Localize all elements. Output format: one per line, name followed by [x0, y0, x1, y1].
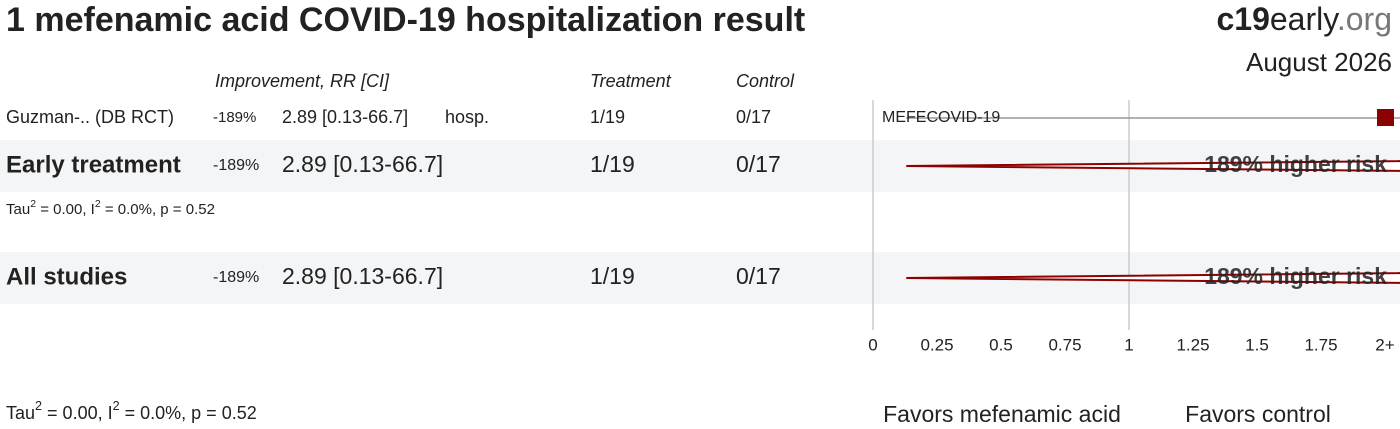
x-tick-label: 0: [868, 335, 877, 354]
column-header: Treatment: [590, 71, 672, 91]
improvement: -189%: [213, 157, 259, 174]
brand: c19early.org: [1216, 1, 1392, 37]
x-tick-label: 0.25: [920, 335, 953, 354]
brand-part: c19: [1216, 1, 1269, 37]
treatment: 1/19: [590, 107, 625, 127]
stats-part: 2: [95, 198, 101, 210]
x-tick-label: 0.75: [1048, 335, 1081, 354]
column-header: Control: [736, 71, 795, 91]
brand-part: early: [1270, 1, 1339, 37]
x-tick-label: 1.25: [1176, 335, 1209, 354]
improvement: -189%: [213, 269, 259, 286]
plot-area: [906, 117, 1400, 284]
improvement: -189%: [213, 109, 256, 126]
stats-part: 2: [113, 399, 120, 413]
favors-treatment: Favors mefenamic acid: [883, 401, 1121, 427]
group-name: All studies: [6, 263, 127, 290]
group-name: Early treatment: [6, 151, 181, 178]
stats-part: = 0.0%, p = 0.52: [120, 403, 257, 423]
control: 0/17: [736, 263, 781, 289]
risk-label: 189% higher risk: [1204, 263, 1387, 289]
x-tick-label: 0.5: [989, 335, 1013, 354]
treatment: 1/19: [590, 263, 635, 289]
x-tick-label: 1.75: [1304, 335, 1337, 354]
x-tick-label: 1: [1124, 335, 1133, 354]
effect-diamond: [906, 272, 1400, 284]
rr-label: 2.89 [0.13-66.7]: [282, 107, 408, 127]
brand-part: .org: [1337, 1, 1392, 37]
x-tick-label: 1.5: [1245, 335, 1269, 354]
x-tick-label: 2+: [1375, 335, 1394, 354]
effect-square: [1377, 109, 1394, 126]
stats-part: Tau: [6, 403, 35, 423]
chart-title: 1 mefenamic acid COVID-19 hospitalizatio…: [6, 1, 805, 39]
rr-label: 2.89 [0.13-66.7]: [282, 151, 443, 177]
plot-label: MEFECOVID-19: [882, 109, 1000, 126]
stats-part: = 0.0%, p = 0.52: [101, 201, 215, 218]
heterogeneity-stats: Tau2 = 0.00, I2 = 0.0%, p = 0.52: [6, 399, 257, 422]
treatment: 1/19: [590, 151, 635, 177]
risk-label: 189% higher risk: [1204, 151, 1387, 177]
rr-label: 2.89 [0.13-66.7]: [282, 263, 443, 289]
favors-control: Favors control: [1185, 401, 1331, 427]
effect-diamond: [906, 160, 1400, 172]
study-name: Guzman-.. (DB RCT): [6, 107, 174, 127]
outcome: hosp.: [445, 107, 489, 127]
control: 0/17: [736, 151, 781, 177]
stats-part: 2: [30, 198, 36, 210]
stats-part: Tau: [6, 201, 30, 218]
column-header: Improvement, RR [CI]: [215, 71, 390, 91]
stats-part: 2: [35, 399, 42, 413]
stats-part: = 0.00, I: [42, 403, 113, 423]
control: 0/17: [736, 107, 771, 127]
stats-part: = 0.00, I: [36, 201, 95, 218]
heterogeneity-stats: Tau2 = 0.00, I2 = 0.0%, p = 0.52: [6, 198, 215, 218]
date: August 2026: [1246, 47, 1392, 77]
